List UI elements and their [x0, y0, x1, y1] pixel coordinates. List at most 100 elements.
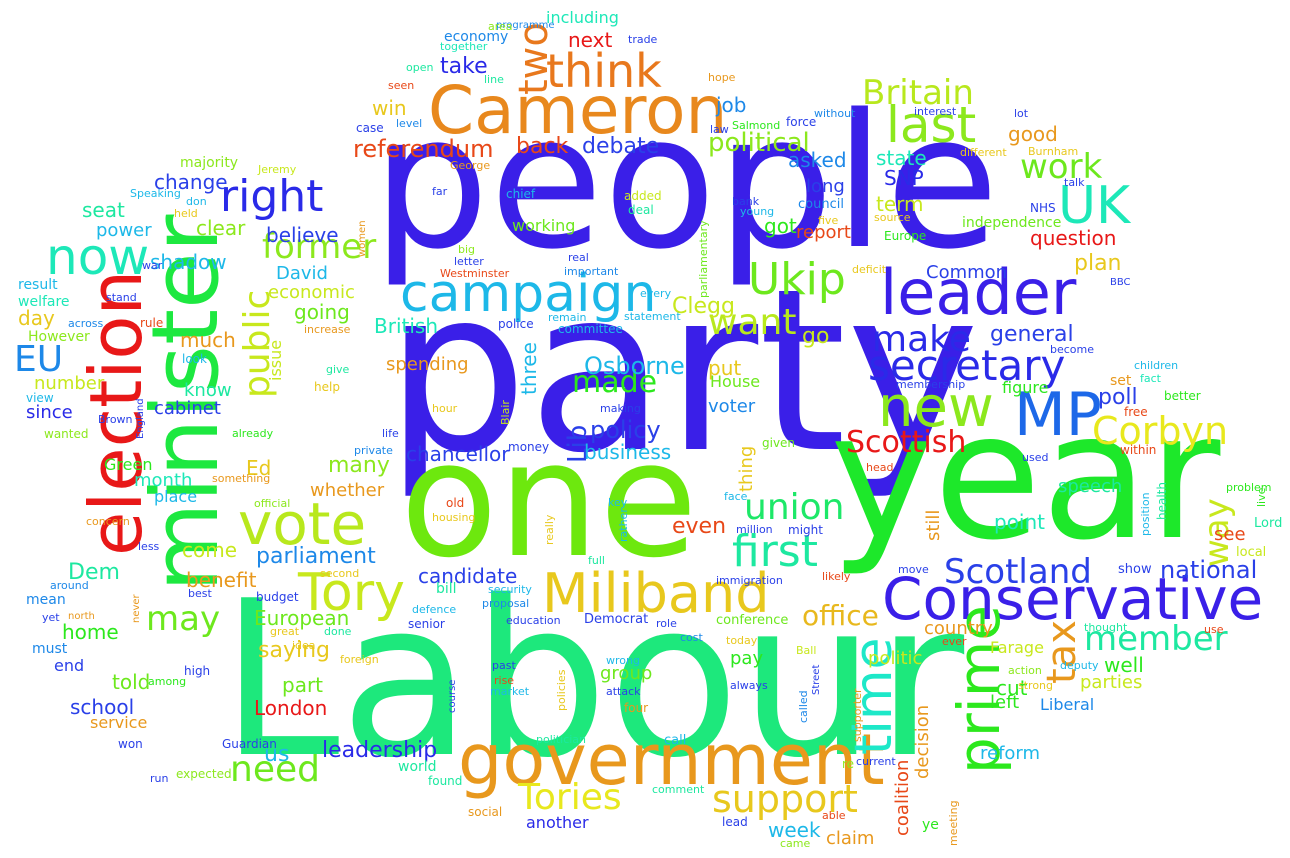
word-expected: expected — [176, 767, 232, 781]
word-part: part — [282, 673, 324, 697]
word-best: best — [188, 587, 212, 600]
word-make: make — [872, 319, 971, 360]
word-cost: cost — [680, 631, 703, 644]
word-ball: Ball — [796, 644, 817, 657]
word-take: take — [440, 54, 488, 79]
word-every: every — [640, 287, 672, 300]
word-new: new — [878, 375, 994, 440]
word-ed: Ed — [246, 456, 272, 480]
word-office: office — [802, 599, 879, 632]
word-immigration: immigration — [716, 574, 783, 587]
word-bbc: BBC — [1110, 277, 1131, 288]
word-work: work — [1020, 147, 1103, 187]
word-proposal: proposal — [482, 597, 530, 610]
word-attack: attack — [606, 685, 641, 698]
word-change: change — [154, 170, 228, 194]
word-won: won — [118, 737, 143, 751]
word-one: one — [400, 406, 698, 593]
word-hour: hour — [432, 402, 458, 415]
word-england: England — [135, 398, 146, 439]
word-claim: claim — [826, 828, 875, 849]
word-former: former — [262, 227, 377, 267]
word-democrat: Democrat — [584, 612, 649, 627]
word-leader: leader — [880, 256, 1077, 329]
word-jeremy: Jeremy — [258, 163, 297, 176]
word-five: five — [818, 214, 839, 227]
word-show: show — [1118, 562, 1152, 577]
word-policy: policy — [590, 416, 661, 444]
word-past: past — [492, 659, 516, 672]
word-comment: comment — [652, 783, 705, 796]
word-parliament: parliament — [256, 544, 376, 569]
word-budget: budget — [256, 590, 299, 604]
word-eu: EU — [14, 339, 64, 380]
word-within: within — [1120, 443, 1157, 457]
word-level: level — [396, 117, 423, 130]
word-don: don — [186, 195, 207, 208]
word-number: number — [34, 373, 105, 394]
word-ukip: Ukip — [748, 254, 846, 305]
word-school: school — [70, 695, 135, 719]
word-deficit: deficit — [852, 263, 887, 276]
word-next: next — [568, 28, 613, 52]
word-state: state — [876, 146, 927, 170]
word-must: must — [32, 641, 68, 657]
word-osborne: Osborne — [584, 352, 685, 380]
word-come: come — [182, 538, 238, 562]
word-poll: poll — [1098, 385, 1138, 410]
word-big: big — [458, 243, 476, 256]
word-seen: seen — [388, 79, 415, 92]
word-held: held — [174, 207, 198, 220]
word-voter: voter — [708, 396, 756, 417]
word-westminster: Westminster — [440, 267, 510, 280]
word-case: case — [356, 121, 384, 135]
word-made: made — [572, 365, 658, 400]
word-much: much — [180, 328, 236, 352]
word-came: came — [780, 837, 811, 850]
word-among: among — [148, 675, 187, 688]
word-interest: interest — [914, 105, 957, 118]
word-back: back — [516, 134, 569, 159]
word-figure: figure — [1002, 378, 1049, 397]
word-term: term — [876, 192, 924, 216]
word-north: north — [68, 611, 95, 622]
word-coalition: coalition — [892, 760, 913, 837]
word-economy: economy — [444, 29, 509, 45]
word-day: day — [18, 306, 55, 330]
word-corbyn: Corbyn — [1092, 409, 1229, 453]
word-market: market — [490, 685, 530, 698]
word-statement: statement — [624, 310, 681, 323]
word-cut: cut — [996, 676, 1028, 700]
word-long: long — [806, 176, 845, 197]
word-people: people — [372, 74, 1000, 290]
word-membership: membership — [896, 378, 966, 391]
word-money: money — [508, 440, 550, 454]
word-now: now — [46, 228, 150, 286]
word-really: really — [543, 515, 556, 546]
word-might: might — [788, 523, 823, 537]
word-hope: hope — [708, 71, 736, 84]
word-debate: debate — [582, 134, 660, 159]
word-area: area — [488, 20, 513, 33]
word-second: second — [320, 567, 360, 580]
word-concern: concern — [86, 515, 130, 528]
word-likely: likely — [822, 570, 851, 583]
word-yet: yet — [42, 611, 60, 624]
word-miliband: Miliband — [542, 562, 770, 625]
word-another: another — [526, 813, 589, 832]
word-increase: increase — [304, 323, 351, 336]
word-year: year — [830, 376, 1221, 579]
word-four: four — [624, 701, 649, 715]
word-help: help — [314, 380, 340, 394]
word-vote: vote — [238, 490, 367, 558]
word-question: question — [1030, 226, 1117, 250]
word-health: health — [1155, 482, 1169, 520]
word-added: added — [624, 189, 662, 203]
word-private: private — [354, 444, 393, 457]
word-plan: plan — [1074, 251, 1122, 276]
word-liberal: Liberal — [1040, 695, 1095, 714]
word-many: many — [328, 453, 390, 478]
word-action: action — [1008, 664, 1042, 677]
word-brown: Brown — [98, 413, 133, 426]
word-power: power — [96, 220, 152, 241]
